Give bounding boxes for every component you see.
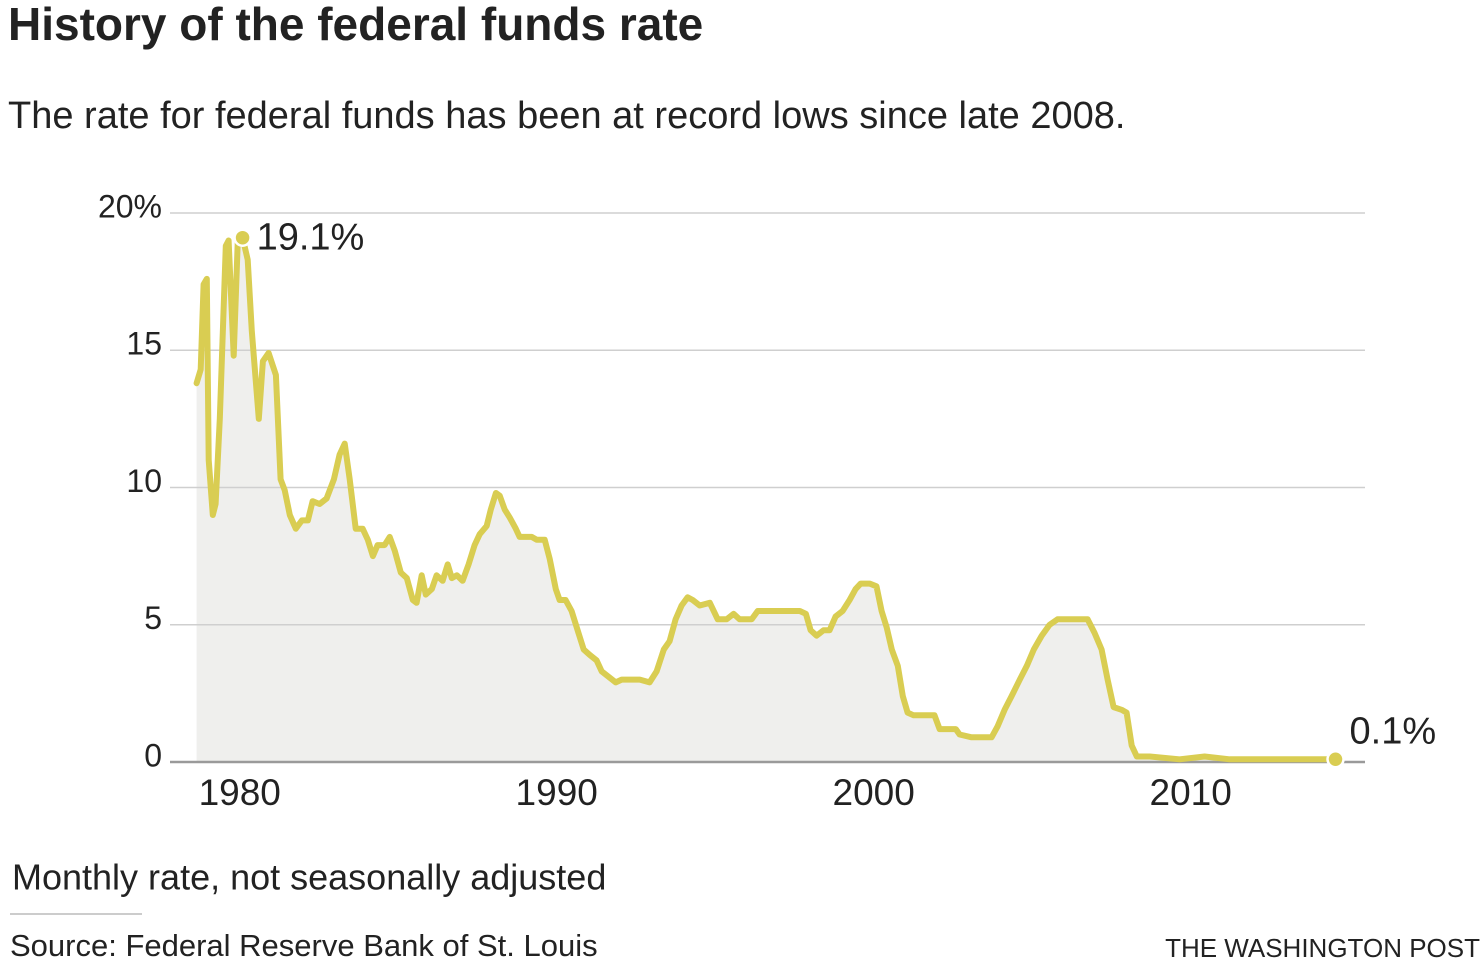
x-tick-label: 2000 (833, 772, 915, 813)
chart-subtitle: The rate for federal funds has been at r… (8, 95, 1125, 137)
chart-note: Monthly rate, not seasonally adjusted (12, 857, 606, 898)
y-tick-label: 20% (98, 188, 162, 224)
x-tick-label: 2010 (1150, 772, 1232, 813)
area (196, 237, 1336, 762)
x-tick-label: 1980 (199, 772, 281, 813)
chart-source: Source: Federal Reserve Bank of St. Loui… (10, 928, 598, 963)
annotation-dot (1326, 750, 1345, 769)
x-tick-label: 1990 (516, 772, 598, 813)
y-tick-label: 15 (126, 326, 162, 362)
annotation-dot (233, 228, 252, 247)
line (193, 234, 1339, 763)
y-tick-label: 5 (144, 600, 162, 636)
annotation-label: 0.1% (1350, 710, 1437, 752)
chart-credit: THE WASHINGTON POST (1165, 933, 1480, 963)
y-tick-label: 10 (126, 463, 162, 499)
y-tick-label: 0 (144, 737, 162, 773)
chart-title: History of the federal funds rate (8, 0, 703, 50)
annotation-label: 19.1% (257, 217, 365, 259)
